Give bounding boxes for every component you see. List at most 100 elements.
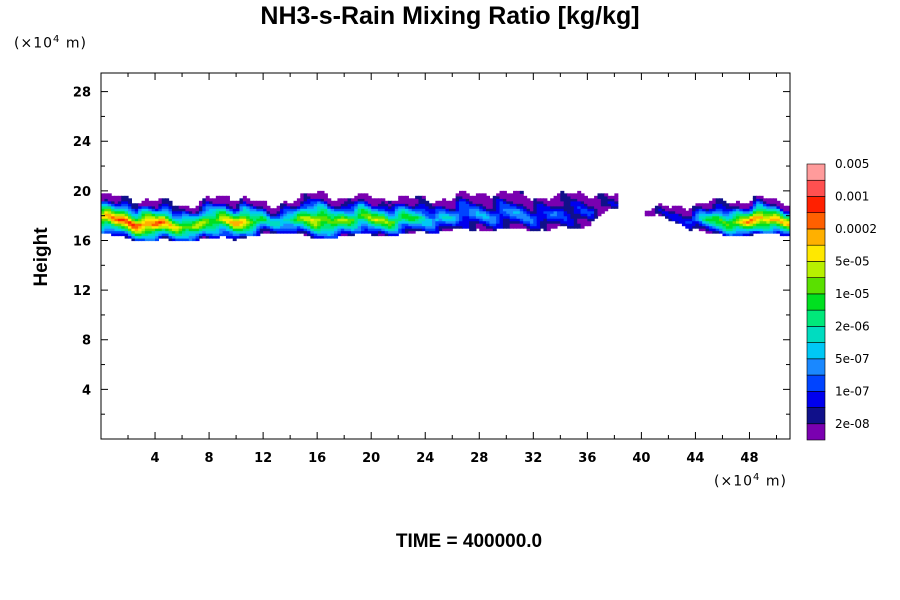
heatmap-cell xyxy=(553,213,558,217)
heatmap-cell xyxy=(222,223,227,227)
heatmap-cell xyxy=(219,215,224,219)
heatmap-cell xyxy=(739,233,744,237)
heatmap-cell xyxy=(256,223,261,227)
heatmap-cell xyxy=(509,193,514,197)
heatmap-cell xyxy=(425,210,430,214)
heatmap-cell xyxy=(536,198,541,202)
heatmap-cell xyxy=(185,225,190,229)
heatmap-cell xyxy=(131,210,136,214)
heatmap-cell xyxy=(340,228,345,232)
heatmap-cell xyxy=(553,198,558,202)
heatmap-cell xyxy=(168,235,173,239)
heatmap-cell xyxy=(340,230,345,234)
heatmap-cell xyxy=(188,210,193,214)
colorbar-label: 2e-06 xyxy=(835,319,870,333)
heatmap-cell xyxy=(310,225,315,229)
heatmap-cell xyxy=(303,223,308,227)
heatmap-cell xyxy=(202,198,207,202)
heatmap-cell xyxy=(756,215,761,219)
heatmap-cell xyxy=(725,223,730,227)
heatmap-cell xyxy=(225,225,230,229)
heatmap-cell xyxy=(148,200,153,204)
heatmap-cell xyxy=(229,223,234,227)
heatmap-cell xyxy=(482,215,487,219)
heatmap-cell xyxy=(570,193,575,197)
heatmap-cell xyxy=(482,223,487,227)
heatmap-cell xyxy=(286,225,291,229)
heatmap-cell xyxy=(705,225,710,229)
heatmap-cell xyxy=(134,213,139,217)
heatmap-cell xyxy=(762,223,767,227)
heatmap-cell xyxy=(276,208,281,212)
heatmap-cell xyxy=(411,223,416,227)
heatmap-cell xyxy=(759,198,764,202)
heatmap-cell xyxy=(421,223,426,227)
heatmap-cell xyxy=(121,203,126,207)
heatmap-cell xyxy=(597,205,602,209)
heatmap-cell xyxy=(577,208,582,212)
heatmap-cell xyxy=(205,205,210,209)
heatmap-cell xyxy=(273,230,278,234)
heatmap-cell xyxy=(246,218,251,222)
heatmap-cell xyxy=(702,223,707,227)
heatmap-cell xyxy=(529,228,534,232)
heatmap-cell xyxy=(455,218,460,222)
heatmap-cell xyxy=(192,238,197,242)
heatmap-cell xyxy=(337,208,342,212)
heatmap-cell xyxy=(202,235,207,239)
heatmap-cell xyxy=(296,200,301,204)
heatmap-cell xyxy=(158,218,163,222)
x-tick-label: 32 xyxy=(524,451,542,466)
heatmap-cell xyxy=(330,233,335,237)
heatmap-cell xyxy=(394,203,399,207)
heatmap-cell xyxy=(141,233,146,237)
heatmap-cell xyxy=(165,230,170,234)
heatmap-cell xyxy=(519,193,524,197)
heatmap-cell xyxy=(144,230,149,234)
heatmap-cell xyxy=(280,230,284,234)
heatmap-cell xyxy=(455,195,460,199)
heatmap-cell xyxy=(418,195,423,199)
heatmap-cell xyxy=(398,215,403,219)
heatmap-cell xyxy=(168,228,173,232)
heatmap-cell xyxy=(340,210,345,214)
heatmap-cell xyxy=(526,210,531,214)
heatmap-cell xyxy=(729,220,734,224)
heatmap-cell xyxy=(303,193,308,197)
heatmap-cell xyxy=(212,223,217,227)
heatmap-cell xyxy=(229,218,234,222)
heatmap-cell xyxy=(536,208,541,212)
heatmap-cell xyxy=(377,228,382,232)
heatmap-cell xyxy=(759,230,764,234)
heatmap-cell xyxy=(374,228,379,232)
heatmap-cell xyxy=(462,205,467,209)
heatmap-cell xyxy=(394,228,399,232)
heatmap-cell xyxy=(577,213,582,217)
heatmap-cell xyxy=(161,213,166,217)
heatmap-cell xyxy=(290,218,295,222)
heatmap-cell xyxy=(259,218,264,222)
heatmap-cell xyxy=(188,235,193,239)
heatmap-cell xyxy=(141,235,146,239)
heatmap-cell xyxy=(388,230,393,234)
heatmap-cell xyxy=(479,220,484,224)
colorbar-label: 2e-08 xyxy=(835,417,870,431)
heatmap-cell xyxy=(357,198,362,202)
heatmap-cell xyxy=(769,208,774,212)
heatmap-cell xyxy=(263,203,268,207)
heatmap-cell xyxy=(236,215,241,219)
heatmap-cell xyxy=(327,225,332,229)
heatmap-cell xyxy=(225,200,230,204)
heatmap-cell xyxy=(499,220,504,224)
heatmap-cell xyxy=(421,218,426,222)
heatmap-cell xyxy=(276,215,281,219)
heatmap-cell xyxy=(259,203,264,207)
heatmap-cell xyxy=(219,228,224,232)
heatmap-cell xyxy=(158,220,163,224)
heatmap-cell xyxy=(577,223,582,227)
heatmap-cell xyxy=(367,205,372,209)
heatmap-cell xyxy=(506,220,511,224)
heatmap-cell xyxy=(698,205,703,209)
heatmap-cell xyxy=(330,210,335,214)
heatmap-cell xyxy=(425,220,430,224)
